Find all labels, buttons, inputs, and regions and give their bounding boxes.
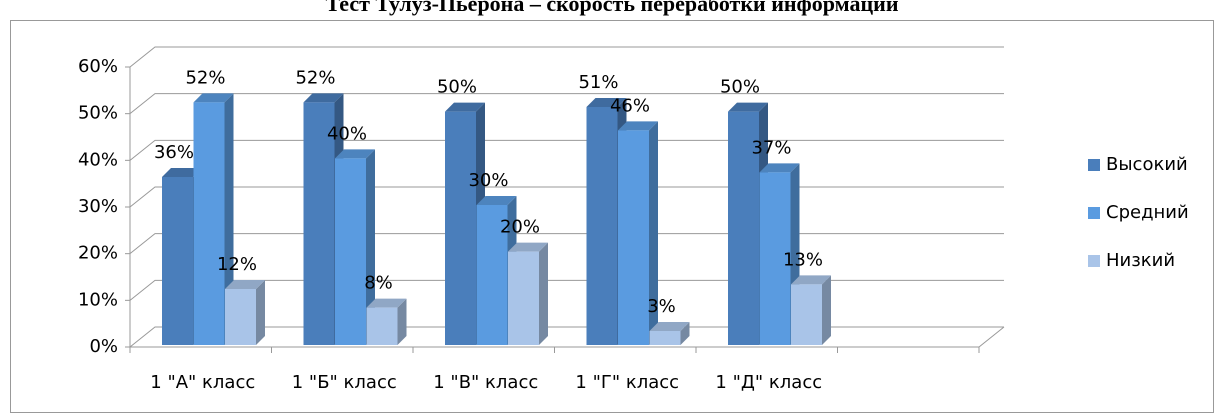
bar-top: [335, 149, 375, 159]
bar-top: [728, 102, 768, 112]
data-label: 40%: [327, 123, 367, 144]
grid-line: [129, 326, 1004, 348]
data-label: 50%: [720, 77, 760, 98]
bar-side: [649, 121, 658, 345]
bar-top: [193, 93, 234, 103]
data-label: 50%: [437, 77, 477, 98]
data-label: 46%: [610, 95, 650, 116]
bar-front: [586, 107, 618, 345]
bar-top: [476, 196, 517, 205]
data-label: 37%: [751, 137, 791, 158]
bar-top: [225, 280, 265, 289]
y-tick-label: 60%: [78, 56, 118, 77]
legend-swatch: [1088, 255, 1100, 267]
grid-line: [129, 93, 1004, 115]
data-label: 36%: [154, 142, 194, 163]
bar: [649, 322, 690, 345]
data-label: 52%: [295, 67, 335, 88]
bar-top: [586, 98, 627, 107]
bar-front: [445, 111, 476, 346]
data-label: 13%: [783, 249, 823, 270]
legend-swatch: [1088, 207, 1100, 219]
bar-front: [366, 307, 398, 345]
bar-top: [759, 163, 800, 173]
bar-side: [256, 280, 265, 345]
bar-front: [303, 102, 335, 345]
grid-line: [129, 233, 1004, 255]
x-tick-label: 1 "В" класс: [433, 372, 538, 393]
bar-top: [303, 93, 344, 103]
data-label: 3%: [647, 296, 676, 317]
bar-front: [649, 331, 681, 345]
bar-front: [225, 289, 256, 345]
bar-front: [508, 251, 539, 345]
x-tick-label: 1 "Г" класс: [575, 372, 679, 393]
y-tick-label: 40%: [78, 149, 118, 170]
grid-line: [129, 139, 1004, 161]
chart-title: Тест Тулуз-Пьерона – скорость переработк…: [325, 0, 898, 16]
data-label: 12%: [217, 254, 257, 275]
grid-line: [129, 186, 1004, 208]
bar: [618, 121, 658, 345]
data-label: 20%: [500, 217, 540, 238]
bar: [791, 275, 831, 345]
bar-top: [445, 102, 485, 112]
data-label: 52%: [185, 67, 225, 88]
bar: [335, 149, 375, 345]
y-tick-label: 50%: [78, 103, 118, 124]
bar-top: [366, 298, 407, 308]
bar-front: [193, 102, 225, 345]
bar-front: [335, 158, 366, 345]
bar-side: [397, 298, 407, 345]
legend-label: Высокий: [1106, 154, 1188, 175]
y-tick-label: 30%: [78, 196, 118, 217]
legend-label: Средний: [1106, 202, 1189, 223]
data-label: 8%: [364, 273, 393, 294]
bar: [225, 280, 265, 345]
bar-side: [366, 149, 375, 345]
bar-front: [728, 111, 759, 346]
bar-side: [539, 242, 548, 345]
y-tick-label: 10%: [78, 289, 118, 310]
bar-top: [618, 121, 658, 131]
legend-label: Низкий: [1106, 250, 1175, 271]
grid-line: [129, 46, 1004, 68]
bar: [366, 298, 407, 345]
bar-top: [791, 275, 831, 285]
data-label: 30%: [468, 170, 508, 191]
bar-front: [162, 177, 193, 345]
y-tick-label: 20%: [78, 243, 118, 264]
bar-front: [476, 205, 508, 345]
bar-front: [759, 172, 791, 345]
legend-swatch: [1088, 159, 1100, 171]
bar: [508, 242, 548, 345]
bar-side: [680, 322, 690, 345]
data-label: 51%: [578, 72, 618, 93]
bar-side: [224, 93, 234, 345]
bar-side: [822, 275, 831, 345]
x-tick-label: 1 "А" класс: [150, 372, 255, 393]
x-tick-label: 1 "Б" класс: [292, 372, 397, 393]
bar-front: [618, 130, 649, 345]
bar: [193, 93, 234, 345]
grid-line: [129, 279, 1004, 301]
bar-top: [508, 242, 548, 252]
y-tick-label: 0%: [89, 336, 118, 357]
bar-top: [162, 168, 202, 177]
bar-front: [791, 284, 822, 345]
x-tick-label: 1 "Д" класс: [715, 372, 822, 393]
bar-top: [649, 322, 690, 331]
